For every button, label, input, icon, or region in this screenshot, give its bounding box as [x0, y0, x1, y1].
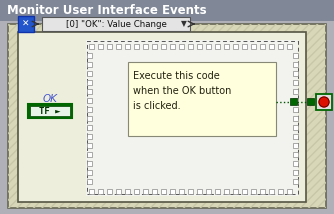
Bar	[293, 134, 298, 139]
Bar	[260, 44, 265, 49]
Bar	[293, 98, 298, 103]
Bar	[307, 98, 314, 105]
Circle shape	[319, 97, 329, 107]
Bar	[316, 94, 332, 110]
Bar	[278, 189, 283, 194]
Bar	[125, 189, 130, 194]
Text: ✕: ✕	[22, 19, 30, 28]
Bar	[87, 98, 92, 103]
Bar	[293, 89, 298, 94]
Bar	[87, 80, 92, 85]
Bar	[42, 17, 190, 31]
Bar	[233, 189, 238, 194]
Bar	[170, 44, 175, 49]
Bar	[206, 44, 211, 49]
Bar	[224, 44, 229, 49]
Bar	[89, 189, 94, 194]
Bar	[152, 44, 157, 49]
Bar	[293, 170, 298, 175]
Bar	[87, 134, 92, 139]
Bar	[161, 189, 166, 194]
Bar	[269, 189, 274, 194]
Bar	[87, 89, 92, 94]
Bar	[0, 0, 334, 21]
Bar	[290, 98, 297, 105]
Bar	[125, 44, 130, 49]
Bar	[242, 189, 247, 194]
Bar	[18, 16, 34, 32]
Bar	[278, 44, 283, 49]
Bar	[8, 24, 326, 208]
Bar	[293, 116, 298, 121]
Bar	[206, 189, 211, 194]
Bar	[293, 80, 298, 85]
Bar	[98, 189, 103, 194]
Bar	[87, 143, 92, 148]
Bar	[161, 44, 166, 49]
Bar	[188, 189, 193, 194]
Bar	[251, 44, 256, 49]
Bar	[293, 143, 298, 148]
Text: [0] "OK": Value Change: [0] "OK": Value Change	[65, 19, 166, 28]
Bar	[87, 170, 92, 175]
Bar	[87, 152, 92, 157]
Bar	[87, 161, 92, 166]
Bar	[188, 44, 193, 49]
Bar	[293, 161, 298, 166]
Bar	[293, 152, 298, 157]
Bar	[233, 44, 238, 49]
Text: TF ►: TF ►	[39, 107, 61, 116]
Bar	[293, 62, 298, 67]
Bar	[170, 189, 175, 194]
Bar	[30, 106, 70, 116]
Bar	[116, 44, 121, 49]
Bar	[89, 44, 94, 49]
Bar	[134, 44, 139, 49]
Bar	[143, 44, 148, 49]
Text: Monitor User Interface Events: Monitor User Interface Events	[7, 4, 207, 17]
Bar	[107, 189, 112, 194]
Bar	[293, 71, 298, 76]
Text: Execute this code
when the OK button
is clicked.: Execute this code when the OK button is …	[133, 71, 231, 111]
Bar	[293, 107, 298, 112]
Bar	[293, 125, 298, 130]
Bar	[128, 62, 276, 136]
Bar	[87, 41, 298, 194]
Bar	[251, 189, 256, 194]
Bar	[287, 189, 292, 194]
Bar	[87, 125, 92, 130]
Bar	[28, 104, 72, 118]
Bar	[8, 24, 326, 208]
Bar	[215, 189, 220, 194]
Bar	[293, 53, 298, 58]
Bar	[87, 71, 92, 76]
Bar	[269, 44, 274, 49]
Bar	[224, 189, 229, 194]
Bar	[260, 189, 265, 194]
Bar	[87, 107, 92, 112]
Text: ▼: ▼	[181, 19, 187, 28]
Bar	[197, 44, 202, 49]
Bar	[107, 44, 112, 49]
Bar	[98, 44, 103, 49]
Bar	[242, 44, 247, 49]
Bar	[116, 189, 121, 194]
Bar	[287, 44, 292, 49]
Bar	[87, 179, 92, 184]
Bar	[134, 189, 139, 194]
Text: OK: OK	[42, 94, 57, 104]
Bar	[87, 62, 92, 67]
Bar	[197, 189, 202, 194]
Bar	[179, 189, 184, 194]
Bar	[179, 44, 184, 49]
Bar	[86, 40, 298, 196]
Bar	[18, 32, 306, 202]
Bar	[293, 179, 298, 184]
Bar	[87, 116, 92, 121]
Bar	[143, 189, 148, 194]
Bar	[215, 44, 220, 49]
Bar	[87, 53, 92, 58]
Bar	[152, 189, 157, 194]
